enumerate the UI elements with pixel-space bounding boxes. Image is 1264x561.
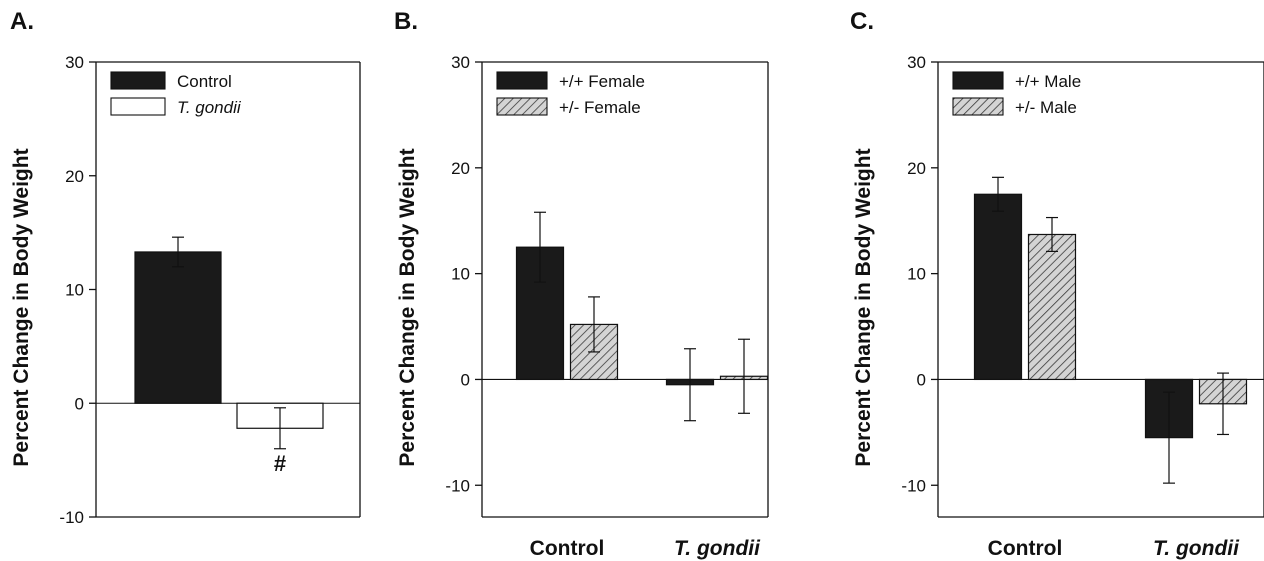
- legend-label: Control: [177, 72, 232, 91]
- y-axis-title: Percent Change in Body Weight: [396, 148, 419, 466]
- legend-swatch: [496, 97, 548, 116]
- y-tick-label: 0: [461, 370, 470, 389]
- y-tick-label: 10: [65, 281, 84, 300]
- x-category-label: T. gondii: [1153, 537, 1240, 560]
- legend-swatch: [952, 97, 1004, 116]
- legend-label: T. gondii: [177, 98, 242, 117]
- y-tick-label: 20: [451, 159, 470, 178]
- y-tick-label: 30: [907, 53, 926, 72]
- y-tick-label: 10: [907, 265, 926, 284]
- x-category-label: T. gondii: [674, 537, 761, 560]
- panel-letter: A.: [10, 8, 34, 35]
- y-tick-label: 30: [65, 53, 84, 72]
- y-tick-label: -10: [59, 508, 84, 527]
- y-tick-label: 20: [907, 159, 926, 178]
- significance-marker: #: [274, 451, 286, 476]
- legend-swatch: [110, 71, 166, 90]
- y-axis-title: Percent Change in Body Weight: [10, 148, 33, 466]
- x-category-label: Control: [988, 537, 1063, 560]
- y-tick-label: -10: [901, 476, 926, 495]
- y-tick-label: 0: [917, 370, 926, 389]
- legend-label: +/+ Male: [1015, 72, 1081, 91]
- legend-swatch: [496, 71, 548, 90]
- legend-label: +/- Female: [559, 98, 641, 117]
- y-axis-title: Percent Change in Body Weight: [852, 148, 875, 466]
- legend-label: +/- Male: [1015, 98, 1077, 117]
- panel-letter: C.: [850, 8, 874, 35]
- y-tick-label: -10: [445, 476, 470, 495]
- chart-panel-a: A. -10 0 10 20 30 Percent Change in Body Weigh…: [10, 8, 361, 527]
- y-tick-label: 20: [65, 167, 84, 186]
- chart-panel-b: B. -10 0 10 20 30 Percent Change in Body Weigh…: [394, 8, 769, 560]
- y-tick-label: 30: [451, 53, 470, 72]
- y-tick-label: 10: [451, 265, 470, 284]
- bar: [134, 251, 222, 404]
- legend-swatch: [110, 97, 166, 116]
- chart-panel-c: C. -10 0 10 20 30 Percent Change in Body Weigh…: [850, 8, 1264, 560]
- bar: [973, 193, 1023, 381]
- y-tick-label: 0: [75, 394, 84, 413]
- panel-letter: B.: [394, 8, 418, 35]
- legend-label: +/+ Female: [559, 72, 645, 91]
- x-category-label: Control: [530, 537, 605, 560]
- bar: [1027, 233, 1077, 381]
- legend-swatch: [952, 71, 1004, 90]
